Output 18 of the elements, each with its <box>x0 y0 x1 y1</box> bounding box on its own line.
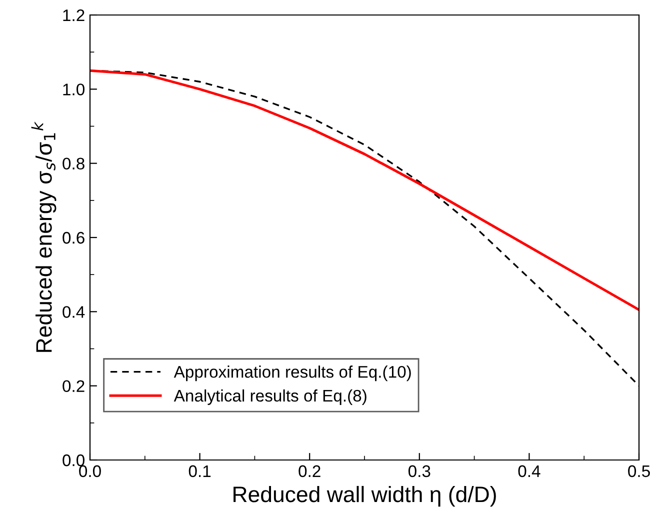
y-tick-label: 0.4 <box>62 306 85 318</box>
legend-label: Approximation results of Eq.(10) <box>174 366 411 382</box>
x-tick-label: 0.3 <box>408 465 430 478</box>
x-tick-label: 0.5 <box>628 465 650 478</box>
y-tick-label: 0.6 <box>62 232 84 244</box>
y-tick-label: 1.0 <box>63 84 84 96</box>
line-series <box>90 69 639 312</box>
x-tick-label: 0.0 <box>79 465 101 478</box>
y-tick-label: 0.8 <box>62 158 84 170</box>
y-tick-label: 0.2 <box>62 380 84 392</box>
legend-label: Analytical results of Eq.(8) <box>174 389 366 405</box>
x-tick-label: 0.1 <box>188 465 211 478</box>
x-tick-label: 0.2 <box>298 465 320 478</box>
y-axis-title: Reduced energy σ$_{s}$/σ$_{1}$$^{k}$ <box>31 121 56 352</box>
y-tick-label: 1.2 <box>63 9 84 22</box>
x-tick-label: 0.4 <box>518 465 540 478</box>
y-tick-label: 0.0 <box>62 454 84 466</box>
x-axis-title: Reduced wall width η (d/D) <box>234 486 496 507</box>
